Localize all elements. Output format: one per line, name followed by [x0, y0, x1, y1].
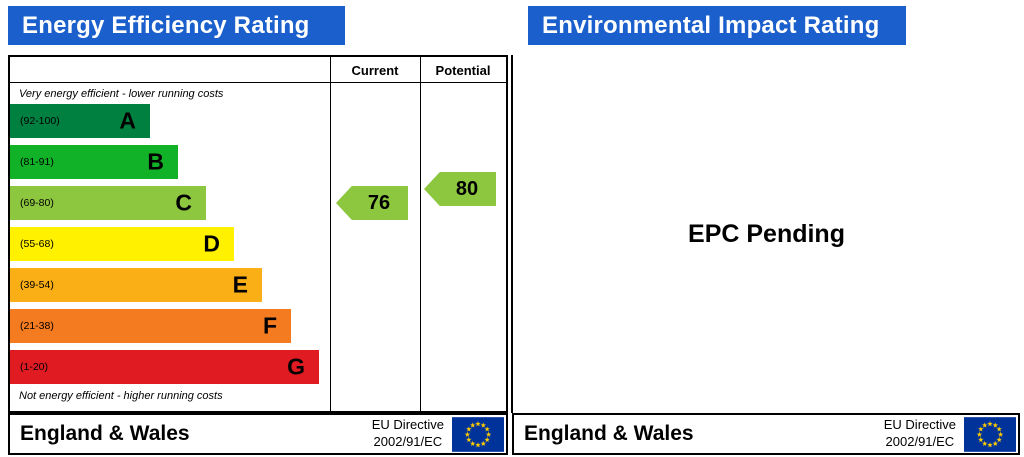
- band-bar-e: (39-54) E: [10, 268, 262, 302]
- energy-rating-title-bar: Energy Efficiency Rating: [8, 6, 345, 45]
- band-range-label: (81-91): [20, 156, 54, 168]
- band-letter-label: F: [262, 312, 277, 339]
- environmental-rating-title: Environmental Impact Rating: [542, 11, 880, 39]
- band-range-label: (55-68): [20, 238, 54, 250]
- band-row-d: (55-68) D: [10, 227, 330, 261]
- chart-header-row: Current Potential: [10, 57, 506, 83]
- rating-bands: (92-100) A (81-91) B (69-80) C (55-68) D (39-54)…: [10, 104, 330, 391]
- current-rating-arrow: 76: [336, 186, 408, 220]
- eu-directive-line1: EU Directive: [883, 417, 956, 433]
- efficiency-note-top: Very energy efficient - lower running co…: [19, 88, 224, 100]
- potential-rating-value: 80: [455, 177, 479, 200]
- band-letter-label: G: [287, 353, 305, 380]
- band-range-label: (39-54): [20, 279, 54, 291]
- band-bar-g: (1-20) G: [10, 350, 319, 384]
- panel-divider: [511, 55, 513, 413]
- environmental-rating-pending-area: EPC Pending: [513, 55, 1020, 413]
- energy-footer-region: England & Wales: [20, 422, 190, 445]
- potential-column-header: Potential: [435, 62, 491, 78]
- band-bar-a: (92-100) A: [10, 104, 150, 138]
- band-bar-d: (55-68) D: [10, 227, 234, 261]
- band-row-a: (92-100) A: [10, 104, 330, 138]
- eu-flag-icon: [452, 416, 504, 452]
- current-column-header: Current: [351, 62, 399, 78]
- band-row-b: (81-91) B: [10, 145, 330, 179]
- band-bar-c: (69-80) C: [10, 186, 206, 220]
- band-row-f: (21-38) F: [10, 309, 330, 343]
- band-range-label: (1-20): [20, 361, 49, 373]
- energy-rating-title: Energy Efficiency Rating: [22, 11, 310, 39]
- current-column-divider: [330, 57, 331, 411]
- band-letter-label: C: [175, 189, 192, 216]
- eu-directive-line2: 2002/91/EC: [373, 434, 443, 449]
- eu-flag-icon: [964, 416, 1016, 452]
- eu-directive-line2: 2002/91/EC: [885, 434, 955, 449]
- band-bar-f: (21-38) F: [10, 309, 291, 343]
- band-row-c: (69-80) C: [10, 186, 330, 220]
- band-row-e: (39-54) E: [10, 268, 330, 302]
- band-row-g: (1-20) G: [10, 350, 330, 384]
- band-letter-label: D: [203, 230, 220, 257]
- potential-column-divider: [420, 57, 421, 411]
- environmental-eu-directive: EU Directive 2002/91/EC: [884, 417, 956, 451]
- environmental-footer: England & Wales EU Directive 2002/91/EC: [512, 413, 1020, 455]
- band-range-label: (92-100): [20, 115, 60, 127]
- energy-rating-chart: Current Potential Very energy efficient …: [8, 55, 508, 413]
- band-letter-label: B: [147, 148, 164, 175]
- energy-eu-directive: EU Directive 2002/91/EC: [372, 417, 444, 451]
- band-range-label: (69-80): [20, 197, 54, 209]
- eu-directive-line1: EU Directive: [371, 417, 444, 433]
- band-letter-label: A: [119, 107, 136, 134]
- band-range-label: (21-38): [20, 320, 54, 332]
- energy-footer: England & Wales EU Directive 2002/91/EC: [8, 413, 508, 455]
- current-rating-value: 76: [367, 191, 391, 214]
- band-bar-b: (81-91) B: [10, 145, 178, 179]
- band-letter-label: E: [232, 271, 248, 298]
- epc-pending-text: EPC Pending: [688, 219, 845, 248]
- potential-rating-arrow: 80: [424, 172, 496, 206]
- environmental-rating-title-bar: Environmental Impact Rating: [528, 6, 906, 45]
- environmental-footer-region: England & Wales: [524, 422, 694, 445]
- efficiency-note-bottom: Not energy efficient - higher running co…: [19, 390, 223, 402]
